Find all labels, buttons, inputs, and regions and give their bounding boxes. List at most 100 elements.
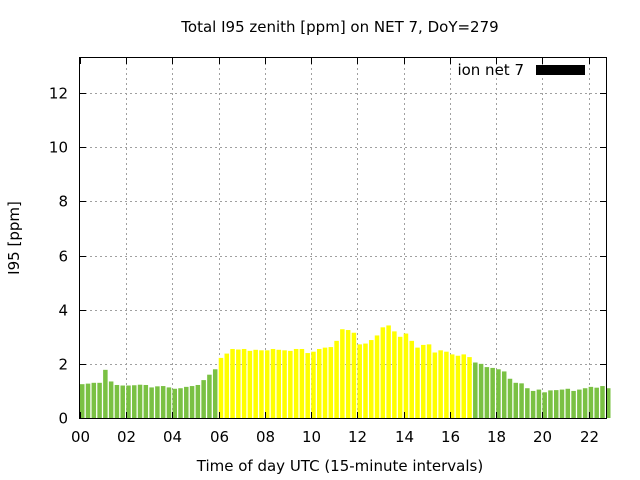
y-tick-label: 6 [58,248,68,266]
x-tick-label: 22 [580,428,599,446]
x-tick-label: 02 [117,428,136,446]
bar [588,386,594,418]
bar [120,385,125,418]
bar [345,330,351,418]
bar [189,386,195,418]
x-tick-label: 16 [441,428,460,446]
bar [426,344,432,418]
bar [490,367,495,418]
grid [80,58,606,418]
bar [565,388,571,418]
bar [132,385,137,418]
bar [473,362,478,418]
bar [600,386,605,418]
x-tick-label: 00 [71,428,90,446]
bar [137,384,143,418]
y-tick-label: 2 [58,356,68,374]
y-tick-label: 10 [49,139,68,157]
bar [606,388,611,418]
x-axis-label: Time of day UTC (15-minute intervals) [196,457,483,475]
bar [201,380,206,418]
bar [553,390,559,418]
bar [143,384,149,418]
legend-label: ion net 7 [457,61,524,79]
bar [212,369,218,418]
legend: ion net 7 [457,61,585,79]
bar [259,350,264,418]
bar [305,353,310,418]
bar [149,387,154,418]
bar [478,363,484,418]
bar [501,371,507,418]
bar [351,332,357,418]
bar [264,350,270,418]
y-tick-label: 4 [58,302,68,320]
bar [507,378,513,418]
bar [334,340,339,418]
x-tick-label: 10 [302,428,321,446]
plot-frame [79,57,607,419]
bar [496,369,501,418]
bar [276,349,282,418]
bar [288,350,293,418]
bar [357,344,362,418]
bar [172,388,177,418]
bar [195,384,201,418]
x-tick-label: 20 [533,428,552,446]
x-tick-label: 14 [395,428,414,446]
bar [340,329,345,418]
bar [397,336,403,418]
bar [432,352,438,418]
bar [160,386,166,418]
x-tick-label: 04 [163,428,182,446]
y-tick-label: 12 [49,85,68,103]
bar [322,347,328,418]
bar [571,390,576,418]
bar [299,348,305,418]
bar [519,383,524,418]
bar [178,388,183,418]
bar [577,389,582,418]
legend-swatch [536,65,585,75]
bar [236,349,241,418]
bar [461,354,466,418]
bar [380,327,386,418]
bar [316,348,322,418]
bar [218,357,224,418]
bar [91,382,97,418]
bar [467,357,472,418]
x-tick-label: 06 [210,428,229,446]
bar [455,355,461,418]
bar [97,382,102,418]
bar [409,340,414,418]
chart-title: Total I95 zenith [ppm] on NET 7, DoY=279 [180,18,498,36]
bar [155,386,160,418]
x-tick-label: 12 [348,428,367,446]
bar [224,353,230,418]
bar [484,367,490,418]
bar [421,344,426,418]
bar [415,347,420,418]
bar [525,388,530,418]
bar [103,369,108,418]
bar [374,335,380,418]
bar [513,382,519,418]
bar [369,340,374,418]
bar [241,348,247,418]
bar [386,325,391,418]
bar [108,381,114,418]
x-tick-label: 08 [256,428,275,446]
bar [559,389,565,418]
x-tick-label: 18 [487,428,506,446]
bar [230,348,235,418]
bar [166,387,172,418]
bar [548,390,553,418]
bar [184,386,189,418]
bar [392,331,397,418]
y-tick-label: 8 [58,193,68,211]
bar [80,384,85,418]
bar [207,374,212,418]
bar [293,348,299,418]
